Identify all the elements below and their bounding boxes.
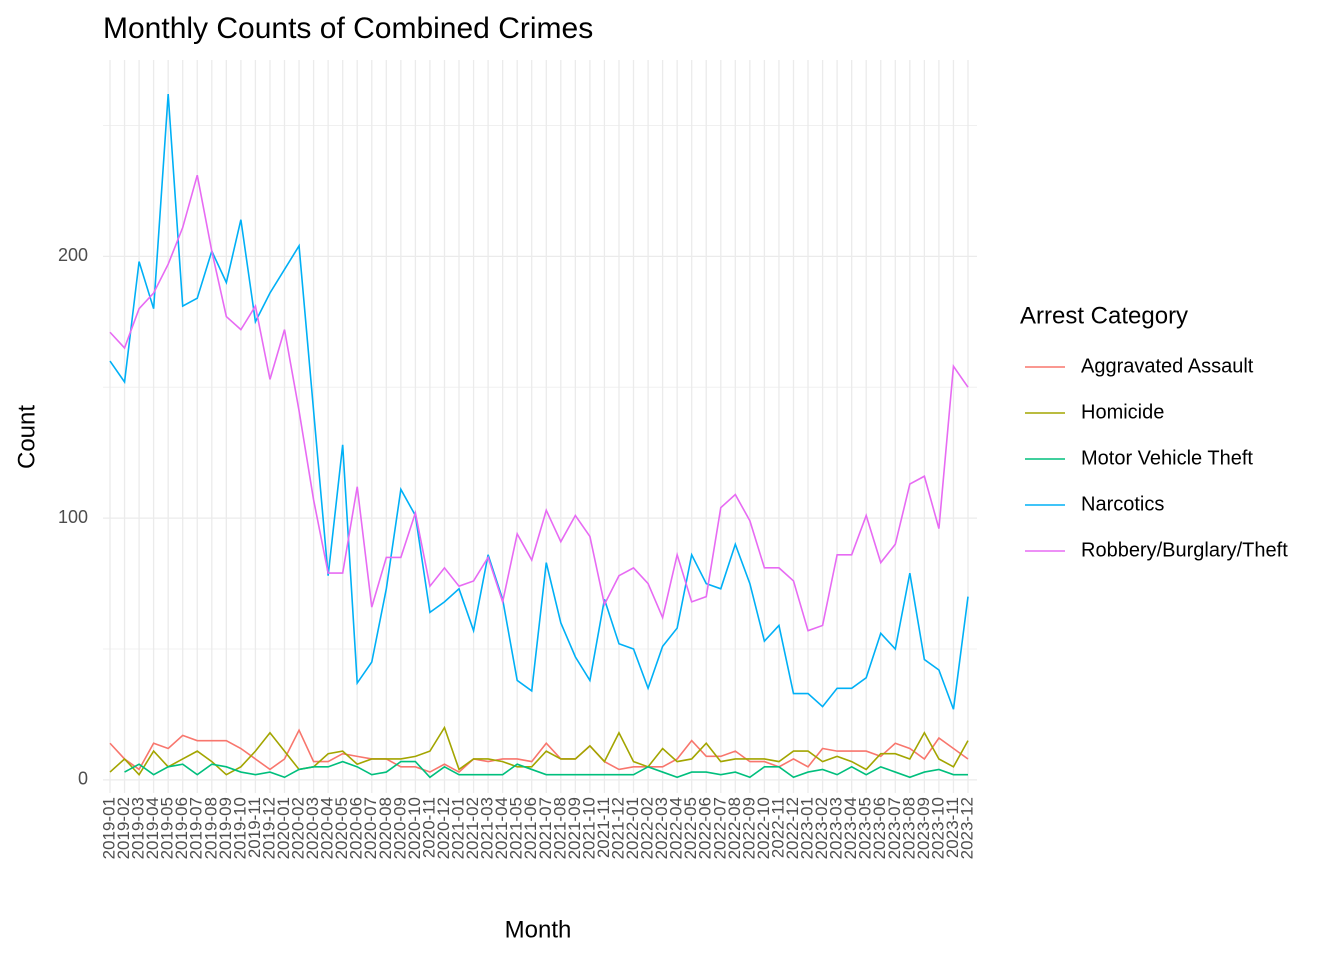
x-tick-label: 2020-03 <box>303 797 322 859</box>
x-tick-label: 2020-04 <box>318 797 337 859</box>
x-tick-label: 2019-09 <box>216 797 235 859</box>
x-tick-label: 2019-10 <box>230 797 249 859</box>
x-tick-label: 2020-12 <box>434 797 453 859</box>
y-axis-title: Count <box>13 405 40 469</box>
x-tick-label: 2020-02 <box>289 797 308 859</box>
y-tick-label: 200 <box>58 245 88 265</box>
x-tick-label: 2023-03 <box>827 797 846 859</box>
x-tick-label: 2021-11 <box>594 797 613 858</box>
x-tick-label: 2023-10 <box>928 797 947 859</box>
x-tick-label: 2020-05 <box>332 797 351 859</box>
series-line <box>124 760 968 779</box>
x-tick-label: 2022-06 <box>696 797 715 859</box>
x-tick-label: 2020-01 <box>274 797 293 859</box>
x-tick-label: 2021-09 <box>565 797 584 859</box>
x-tick-label: 2019-03 <box>129 797 148 859</box>
x-tick-label: 2021-12 <box>608 797 627 859</box>
x-tick-label: 2022-02 <box>638 797 657 859</box>
x-tick-label: 2023-05 <box>856 797 875 859</box>
x-tick-label: 2019-02 <box>114 797 133 859</box>
x-tick-label: 2019-04 <box>143 797 162 859</box>
legend-label: Motor Vehicle Theft <box>1081 447 1253 469</box>
series-line <box>109 725 969 776</box>
series-line <box>109 93 969 710</box>
x-tick-label: 2019-11 <box>245 797 264 858</box>
legend-label: Homicide <box>1081 401 1164 423</box>
legend-title: Arrest Category <box>1020 302 1188 329</box>
x-tick-label: 2021-03 <box>478 797 497 859</box>
x-tick-label: 2020-08 <box>376 797 395 859</box>
x-tick-label: 2023-04 <box>841 797 860 859</box>
x-tick-label: 2022-11 <box>768 797 787 858</box>
x-tick-label: 2023-11 <box>943 797 962 858</box>
x-tick-label: 2022-05 <box>681 797 700 859</box>
x-tick-label: 2019-05 <box>158 797 177 859</box>
x-tick-label: 2022-01 <box>623 797 642 859</box>
x-tick-label: 2020-10 <box>405 797 424 859</box>
series-line <box>109 728 969 774</box>
x-tick-label: 2020-06 <box>347 797 366 859</box>
x-tick-label: 2019-12 <box>259 797 278 859</box>
x-tick-label: 2020-09 <box>390 797 409 859</box>
x-tick-label: 2023-06 <box>870 797 889 859</box>
x-tick-label: 2021-01 <box>449 797 468 859</box>
x-tick-label: 2022-10 <box>754 797 773 859</box>
x-tick-label: 2023-12 <box>957 797 976 859</box>
x-tick-label: 2021-02 <box>463 797 482 859</box>
y-tick-label: 100 <box>58 507 88 527</box>
x-tick-label: 2022-07 <box>710 797 729 859</box>
x-tick-label: 2019-01 <box>99 797 118 859</box>
x-tick-label: 2019-07 <box>187 797 206 859</box>
x-tick-label: 2021-07 <box>536 797 555 859</box>
x-tick-label: 2022-08 <box>725 797 744 859</box>
x-tick-label: 2020-07 <box>361 797 380 859</box>
series-line <box>109 174 969 632</box>
x-tick-label: 2021-06 <box>521 797 540 859</box>
x-axis-title: Month <box>505 916 572 943</box>
x-tick-label: 2020-11 <box>419 797 438 858</box>
x-tick-label: 2022-03 <box>652 797 671 859</box>
y-tick-label: 0 <box>78 769 88 789</box>
x-tick-label: 2023-01 <box>798 797 817 859</box>
x-tick-label: 2023-02 <box>812 797 831 859</box>
x-tick-label: 2022-09 <box>739 797 758 859</box>
grid <box>103 60 977 793</box>
chart-title: Monthly Counts of Combined Crimes <box>103 12 593 45</box>
x-tick-label: 2022-12 <box>783 797 802 859</box>
legend-label: Aggravated Assault <box>1081 355 1254 377</box>
x-tick-label: 2023-07 <box>885 797 904 859</box>
x-tick-label: 2021-04 <box>492 797 511 859</box>
x-tick-label: 2021-05 <box>507 797 526 859</box>
legend-label: Narcotics <box>1081 493 1164 515</box>
x-tick-label: 2023-08 <box>899 797 918 859</box>
x-tick-label: 2019-08 <box>201 797 220 859</box>
x-tick-label: 2023-09 <box>914 797 933 859</box>
legend-label: Robbery/Burglary/Theft <box>1081 539 1288 561</box>
x-tick-label: 2021-10 <box>579 797 598 859</box>
x-tick-label: 2019-06 <box>172 797 191 859</box>
x-tick-label: 2021-08 <box>550 797 569 859</box>
x-tick-label: 2022-04 <box>667 797 686 859</box>
